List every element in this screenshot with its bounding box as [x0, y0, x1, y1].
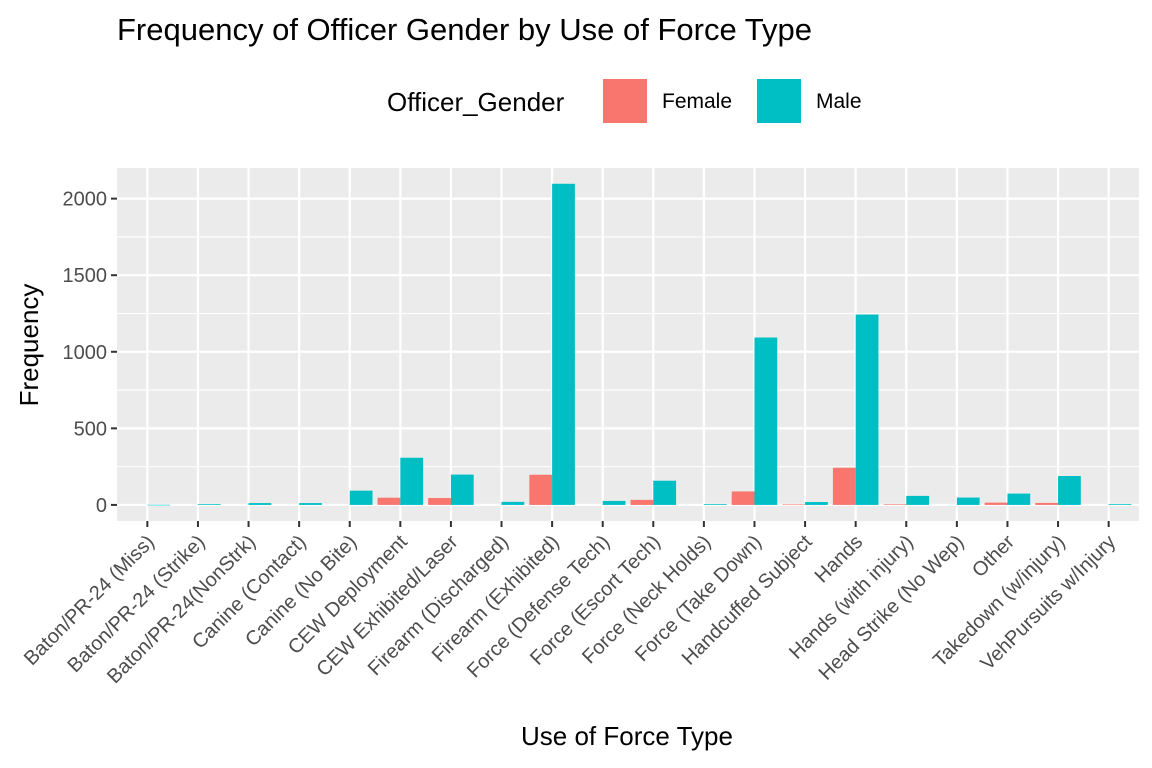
legend-key-female: [603, 79, 647, 123]
bar-male: [1007, 493, 1031, 505]
bar-male: [400, 457, 424, 505]
legend-title: Officer_Gender: [387, 87, 565, 117]
y-axis: 0 500 1000 1500 2000: [63, 189, 117, 517]
bar-male: [248, 503, 272, 505]
legend-label-female: Female: [662, 90, 732, 113]
bar-male: [450, 474, 474, 505]
bar-female: [731, 491, 755, 505]
x-axis-label: Use of Force Type: [521, 721, 733, 751]
chart-title: Frequency of Officer Gender by Use of Fo…: [117, 12, 812, 47]
bar-female: [883, 504, 907, 505]
bars: [147, 183, 1132, 506]
bar-female: [782, 504, 806, 506]
bar-male: [956, 497, 980, 505]
x-axis: Baton/PR-24 (Miss)Baton/PR-24 (Strike)Ba…: [20, 521, 1120, 688]
bar-male: [805, 502, 828, 505]
grid-minor: [117, 236, 1139, 468]
legend-label-male: Male: [816, 90, 862, 113]
bar-male: [602, 500, 626, 505]
y-axis-label: Frequency: [14, 284, 44, 407]
bar-male: [1108, 504, 1132, 505]
bar-female: [984, 502, 1008, 505]
plot-panel: [117, 168, 1139, 521]
legend: Officer_Gender Female Male: [387, 79, 862, 123]
bar-male: [197, 504, 221, 505]
bar-male: [906, 495, 930, 505]
bar-female: [630, 499, 654, 505]
bar-female: [1035, 502, 1059, 505]
bar-female: [832, 467, 856, 505]
y-tick-label: 0: [96, 495, 107, 517]
bar-male: [653, 480, 677, 505]
y-tick-label: 1000: [63, 342, 108, 364]
bar-male: [349, 490, 373, 505]
y-tick-label: 2000: [63, 189, 108, 211]
bar-male: [299, 503, 322, 505]
bar-male: [703, 504, 727, 505]
bar-male: [754, 337, 778, 505]
y-tick-label: 500: [74, 418, 107, 440]
bar-female: [529, 474, 553, 505]
bar-female: [377, 497, 401, 505]
bar-female: [428, 498, 451, 505]
legend-key-male: [757, 79, 801, 123]
bar-male: [855, 314, 879, 505]
bar-male: [147, 504, 171, 506]
bar-male: [501, 501, 525, 505]
bar-male: [1058, 475, 1081, 505]
bar-male: [552, 183, 575, 505]
y-tick-label: 1500: [63, 265, 108, 287]
